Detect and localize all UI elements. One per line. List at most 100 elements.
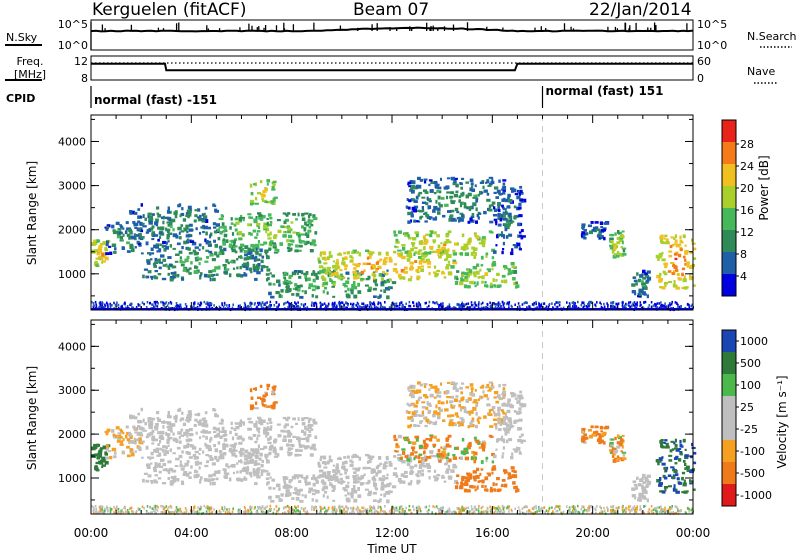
velocity-echo-cell <box>490 486 493 490</box>
power-echo-cell <box>505 235 509 239</box>
power-echo-cell <box>184 258 189 263</box>
velocity-echo-cell <box>395 443 399 446</box>
power-echo-cell <box>518 192 521 196</box>
power-echo-cell <box>368 306 371 309</box>
velocity-echo-cell <box>492 465 496 468</box>
power-echo-cell <box>665 238 669 243</box>
power-echo-cell <box>152 262 157 266</box>
power-echo-cell <box>443 241 448 245</box>
power-echo-cell <box>388 278 392 281</box>
power-echo-cell <box>520 229 524 233</box>
power-echo-cell <box>267 237 272 240</box>
velocity-echo-cell <box>179 460 182 464</box>
power-echo-cell <box>408 185 412 188</box>
power-echo-cell <box>351 251 354 255</box>
velocity-echo-cell <box>478 446 483 449</box>
power-echo-cell <box>345 301 347 305</box>
velocity-echo-cell <box>507 424 512 427</box>
velocity-echo-cell <box>169 448 172 452</box>
power-echo-cell <box>243 301 246 305</box>
velocity-echo-cell <box>170 476 174 479</box>
power-echo-cell <box>102 260 106 263</box>
power-echo-cell <box>242 233 245 236</box>
velocity-echo-cell <box>185 419 189 422</box>
velocity-echo-cell <box>319 474 324 478</box>
velocity-echo-cell <box>312 418 316 423</box>
power-echo-cell <box>362 262 367 266</box>
power-echo-cell <box>264 249 269 253</box>
power-echo-cell <box>660 301 662 304</box>
velocity-echo-cell <box>284 476 287 480</box>
velocity-echo-cell <box>664 506 666 509</box>
velocity-echo-cell <box>305 475 309 479</box>
power-echo-cell <box>239 265 242 270</box>
velocity-echo-cell <box>142 478 145 483</box>
velocity-echo-cell <box>395 445 400 449</box>
colorbar-tick-label: 4 <box>740 270 747 283</box>
velocity-echo-cell <box>503 439 505 444</box>
velocity-echo-cell <box>636 476 639 480</box>
velocity-echo-cell <box>451 404 456 407</box>
power-echo-cell <box>510 187 515 190</box>
power-echo-cell <box>317 286 320 289</box>
power-echo-cell <box>456 270 460 273</box>
power-echo-cell <box>616 245 619 248</box>
velocity-echo-cell <box>342 487 347 491</box>
power-echo-cell <box>508 216 513 220</box>
velocity-echo-cell <box>151 511 153 514</box>
power-echo-cell <box>352 250 356 254</box>
power-echo-cell <box>678 305 681 309</box>
velocity-echo-cell <box>505 471 508 474</box>
velocity-echo-cell <box>523 506 526 509</box>
power-echo-cell <box>688 306 691 309</box>
power-echo-cell <box>620 234 624 238</box>
power-echo-cell <box>112 229 116 233</box>
power-echo-cell <box>538 303 541 306</box>
power-echo-cell <box>138 303 141 307</box>
power-echo-cell <box>165 241 168 245</box>
power-echo-cell <box>261 301 264 304</box>
velocity-echo-cell <box>191 446 197 450</box>
power-echo-cell <box>436 249 441 254</box>
power-echo-cell <box>166 304 169 307</box>
power-echo-cell <box>508 270 512 275</box>
power-echo-cell <box>490 282 493 286</box>
power-echo-cell <box>520 236 524 240</box>
power-echo-cell <box>606 302 608 305</box>
power-echo-cell <box>360 270 365 274</box>
velocity-echo-cell <box>456 415 460 418</box>
power-echo-cell <box>398 303 401 306</box>
velocity-echo-cell <box>609 449 612 452</box>
power-echo-cell <box>254 243 260 247</box>
velocity-echo-cell <box>448 422 453 427</box>
velocity-echo-cell <box>153 509 155 513</box>
power-echo-cell <box>364 304 367 307</box>
velocity-echo-cell <box>109 506 111 510</box>
velocity-echo-cell <box>311 443 316 448</box>
power-echo-cell <box>453 306 455 309</box>
power-echo-cell <box>347 287 350 292</box>
power-echo-cell <box>352 302 355 306</box>
velocity-echo-cell <box>667 474 672 477</box>
velocity-echo-cell <box>244 449 249 454</box>
power-echo-cell <box>134 237 137 241</box>
velocity-echo-cell <box>518 435 522 439</box>
velocity-echo-cell <box>311 492 316 496</box>
power-echo-cell <box>119 235 124 240</box>
velocity-echo-cell <box>355 474 359 477</box>
velocity-echo-cell <box>681 476 684 481</box>
power-echo-cell <box>197 302 199 305</box>
velocity-echo-cell <box>590 425 594 429</box>
velocity-echo-cell <box>388 461 392 465</box>
power-echo-cell <box>414 220 419 223</box>
velocity-echo-cell <box>411 389 416 394</box>
power-echo-cell <box>464 252 469 256</box>
velocity-echo-cell <box>274 452 279 456</box>
velocity-echo-cell <box>119 440 124 444</box>
velocity-echo-cell <box>456 388 459 393</box>
power-echo-cell <box>373 302 376 306</box>
power-echo-cell <box>169 244 172 248</box>
velocity-echo-cell <box>273 455 279 458</box>
power-echo-cell <box>647 276 652 281</box>
power-echo-cell <box>441 247 444 251</box>
